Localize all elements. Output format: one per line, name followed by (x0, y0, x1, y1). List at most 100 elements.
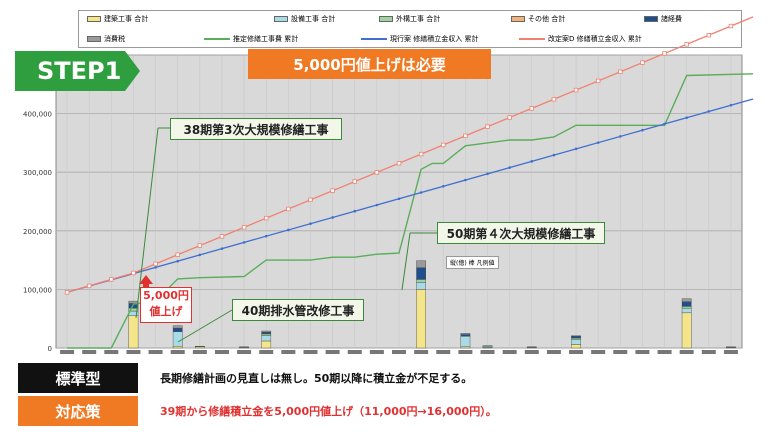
bar-segment-build (172, 346, 183, 349)
raise-note: 5,000円 値上げ (140, 287, 192, 323)
bar-segment-equip (416, 282, 426, 290)
marker-revised-income (175, 252, 180, 257)
marker-revised-income (286, 206, 291, 212)
marker-current-income (242, 241, 246, 244)
marker-revised-income (662, 51, 667, 56)
bar-segment-misc (681, 301, 692, 307)
marker-current-income (530, 160, 534, 163)
callout-line-50-b (401, 232, 411, 291)
x-tick-mark (723, 350, 738, 354)
marker-revised-income (418, 151, 424, 157)
marker-revised-income (507, 115, 512, 120)
marker-current-income (552, 153, 556, 157)
measure-text: 39期から修繕積立金を5,000円値上げ（11,000円→16,000円）。 (160, 405, 497, 418)
marker-current-income (220, 247, 224, 250)
x-tick-mark (436, 350, 451, 354)
marker-current-income (287, 228, 290, 232)
x-tick-mark (82, 350, 97, 354)
bar-segment-tax (416, 260, 426, 268)
x-tick-mark (546, 350, 561, 354)
x-tick-mark (679, 350, 694, 354)
x-tick-mark (524, 350, 539, 354)
bar-segment-tax (681, 298, 692, 302)
legend-item-misc: 諸経費 (644, 14, 682, 24)
x-tick-mark (148, 350, 163, 354)
marker-current-income (464, 178, 467, 182)
marker-revised-income (640, 60, 645, 65)
bar-segment-misc (460, 334, 471, 337)
cumulative-lines (64, 16, 754, 349)
marker-current-income (618, 135, 622, 138)
x-tick-marks (60, 350, 738, 354)
marker-revised-income (264, 215, 269, 221)
x-tick-mark (237, 350, 252, 354)
marker-revised-income (551, 97, 557, 102)
y-tick-label: 100,000 (23, 286, 52, 294)
marker-current-income (508, 166, 511, 169)
x-tick-mark (569, 350, 584, 354)
marker-current-income (154, 266, 157, 269)
x-tick-mark (192, 350, 207, 354)
callout-line-38-b (135, 127, 159, 319)
x-tick-mark (170, 350, 185, 354)
chart-legend: 建築工事 合計 設備工事 合計 外構工事 合計 その他 合計 諸経費 消費税 推… (78, 10, 742, 48)
marker-current-income (685, 116, 688, 119)
x-tick-mark (214, 350, 229, 354)
x-tick-mark (303, 350, 318, 354)
marker-revised-income (396, 161, 402, 166)
marker-current-income (309, 222, 312, 226)
x-tick-mark (414, 350, 429, 354)
marker-current-income (198, 253, 202, 257)
marker-revised-income (595, 78, 601, 84)
grid-lines (56, 54, 742, 349)
marker-current-income (419, 191, 423, 194)
bar-segment-build (261, 340, 272, 349)
marker-revised-income (618, 69, 623, 74)
y-tick-label: 0 (48, 345, 52, 353)
standard-text: 長期修繕計画の見直しは無し。50期以降に積立金が不足する。 (160, 372, 473, 385)
x-tick-mark (259, 350, 274, 354)
bar-segment-equip (571, 339, 581, 345)
marker-current-income (596, 141, 600, 144)
y-tick-label: 300,000 (23, 169, 52, 177)
legend-item-ext: 外構工事 合計 (379, 14, 440, 24)
x-tick-mark (281, 350, 296, 354)
line-repair-cumulative (67, 73, 754, 349)
marker-revised-income (153, 261, 158, 267)
legend-item-build: 建築工事 合計 (87, 14, 148, 24)
marker-revised-income (374, 170, 380, 175)
standard-row: 標準型 長期修繕計画の見直しは無し。50期以降に積立金が不足する。 (18, 363, 748, 393)
marker-revised-income (573, 87, 579, 93)
raise-note-label: 値上げ (149, 305, 183, 318)
x-tick-mark (458, 350, 473, 354)
marker-current-income (729, 103, 733, 107)
marker-revised-income (441, 142, 446, 148)
x-tick-mark (369, 350, 384, 354)
marker-revised-income (308, 197, 313, 203)
x-tick-mark (591, 350, 606, 354)
marker-revised-income (219, 234, 225, 239)
x-tick-mark (613, 350, 628, 354)
bar-segment-equip (681, 307, 692, 314)
marker-current-income (375, 203, 379, 207)
callout-40-period: 40期排水管改修工事 (232, 299, 364, 321)
marker-current-income (641, 128, 644, 132)
marker-current-income (331, 216, 334, 219)
marker-revised-income (197, 243, 203, 248)
marker-current-income (663, 122, 666, 126)
marker-current-income (353, 209, 357, 213)
bar-segment-misc (172, 327, 183, 332)
bar-segment-tax (172, 325, 183, 329)
raise-note-amount: 5,000円 (143, 289, 189, 302)
marker-revised-income (64, 290, 70, 295)
x-tick-mark (701, 350, 716, 354)
bar-segment-misc (571, 336, 581, 339)
x-tick-mark (392, 350, 406, 354)
marker-revised-income (241, 225, 247, 230)
x-tick-mark (104, 350, 119, 354)
marker-current-income (397, 197, 401, 201)
x-tick-mark (480, 350, 495, 354)
legend-item-equip: 設備工事 合計 (274, 14, 335, 24)
